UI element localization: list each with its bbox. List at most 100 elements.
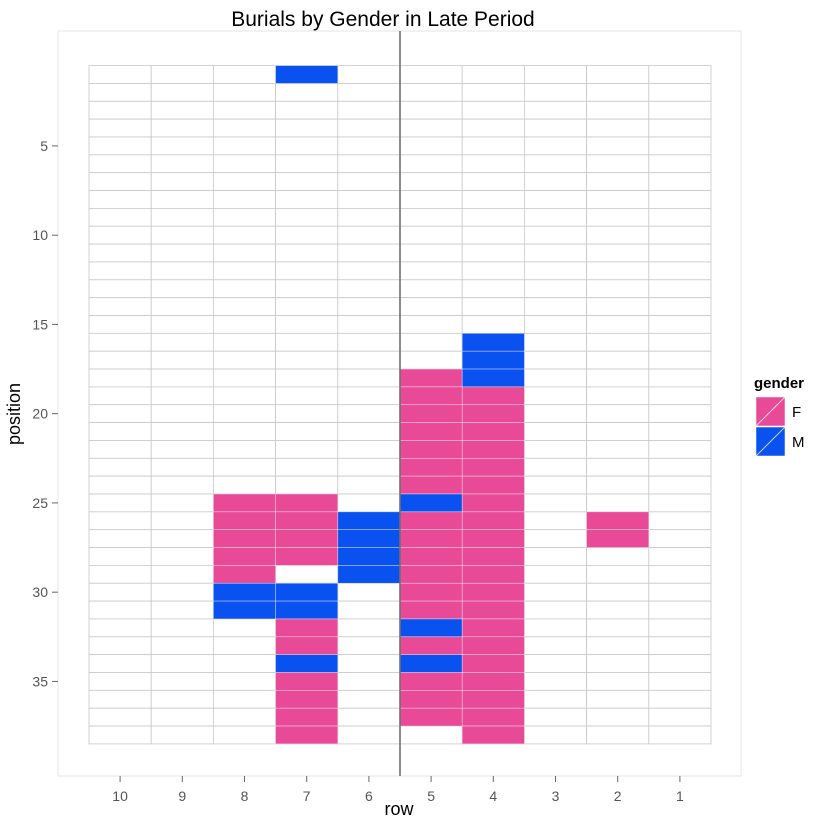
cell-M-row7-pos31: [275, 600, 339, 620]
y-tick-label: 35: [32, 673, 48, 689]
grid-cell: [150, 457, 214, 477]
grid-cell: [212, 100, 276, 120]
grid-cell: [88, 672, 152, 691]
grid-cell: [150, 618, 214, 638]
grid-cell: [586, 190, 650, 209]
grid-cell: [275, 279, 339, 299]
grid-cell: [524, 457, 588, 477]
y-tick-label: 30: [32, 584, 48, 600]
grid-cell: [337, 65, 401, 84]
grid-cell: [586, 261, 650, 281]
grid-cell: [586, 475, 650, 495]
cell-F-row7-pos38: [275, 725, 339, 745]
grid-cell: [88, 689, 152, 709]
grid-cell: [150, 332, 214, 352]
grid-cell: [399, 315, 463, 334]
grid-cell: [524, 190, 588, 209]
grid-cell: [212, 279, 276, 299]
grid-cell: [212, 243, 276, 263]
cell-F-row4-pos36: [461, 690, 525, 709]
grid-cell: [524, 636, 588, 656]
grid-cell: [648, 440, 712, 459]
grid-cell: [586, 350, 650, 370]
grid-cell: [524, 315, 588, 334]
cell-M-row8-pos30: [213, 582, 276, 602]
grid-cell: [150, 261, 214, 281]
grid-cell: [88, 565, 152, 584]
grid-cell: [524, 600, 588, 620]
grid-cell: [150, 386, 214, 406]
cell-M-row5-pos25: [399, 493, 463, 513]
cell-M-row7-pos34: [275, 654, 339, 673]
grid-cell: [524, 225, 588, 245]
grid-cell: [212, 261, 276, 281]
grid-cell: [150, 136, 214, 156]
grid-cell: [524, 529, 588, 548]
grid-cell: [88, 315, 152, 334]
cell-F-row4-pos38: [461, 725, 525, 745]
grid-cell: [337, 636, 401, 656]
grid-cell: [524, 440, 588, 459]
cell-F-row5-pos21: [399, 422, 463, 441]
grid-cell: [150, 654, 214, 673]
grid-cell: [88, 100, 152, 120]
grid-cell: [212, 636, 276, 656]
grid-cell: [648, 511, 712, 531]
cell-F-row4-pos30: [461, 582, 525, 602]
grid-cell: [88, 618, 152, 638]
grid-cell: [399, 100, 463, 120]
grid-cell: [524, 475, 588, 495]
y-tick-label: 10: [32, 227, 48, 243]
grid-cell: [399, 172, 463, 191]
grid-cell: [586, 297, 650, 316]
cell-F-row4-pos26: [461, 511, 525, 531]
cell-F-row4-pos32: [461, 618, 525, 638]
grid-cell: [337, 440, 401, 459]
grid-cell: [337, 83, 401, 102]
grid-cell: [88, 332, 152, 352]
grid-cell: [586, 422, 650, 441]
grid-cell: [524, 332, 588, 352]
grid-cell: [150, 511, 214, 531]
grid-cell: [524, 100, 588, 120]
legend-swatch-diagonal: [755, 426, 786, 457]
grid-cell: [275, 243, 339, 263]
grid-cell: [150, 547, 214, 566]
grid-cell: [648, 315, 712, 334]
grid-cell: [399, 190, 463, 209]
grid-cell: [212, 404, 276, 424]
grid-cell: [88, 725, 152, 745]
cell-F-row5-pos26: [399, 511, 463, 531]
cell-F-row4-pos37: [461, 707, 525, 727]
grid-cell: [648, 422, 712, 441]
grid-cell: [337, 368, 401, 388]
x-axis: 10 9 8 7 6 5 4 3 2 1: [112, 776, 684, 804]
grid-cell: [88, 529, 152, 548]
grid-cell: [337, 707, 401, 727]
grid-cell: [461, 118, 525, 138]
grid-cell: [275, 154, 339, 174]
grid-cell: [648, 190, 712, 209]
grid-cell: [88, 83, 152, 102]
grid-cell: [150, 440, 214, 459]
grid-cell: [88, 207, 152, 227]
grid-cell: [337, 243, 401, 263]
grid-cell: [586, 332, 650, 352]
grid-cell: [586, 83, 650, 102]
grid-cell: [150, 600, 214, 620]
grid-cell: [212, 422, 276, 441]
grid-cell: [648, 279, 712, 299]
grid-cell: [586, 565, 650, 584]
grid-cell: [275, 404, 339, 424]
grid-cell: [337, 457, 401, 477]
grid-cell: [586, 279, 650, 299]
grid-cell: [648, 100, 712, 120]
x-tick-label: 6: [365, 788, 373, 804]
grid-cell: [337, 493, 401, 513]
grid-cell: [337, 172, 401, 191]
grid-cell: [212, 172, 276, 191]
grid-cell: [275, 297, 339, 316]
grid-cell: [88, 636, 152, 656]
grid-cell: [524, 547, 588, 566]
